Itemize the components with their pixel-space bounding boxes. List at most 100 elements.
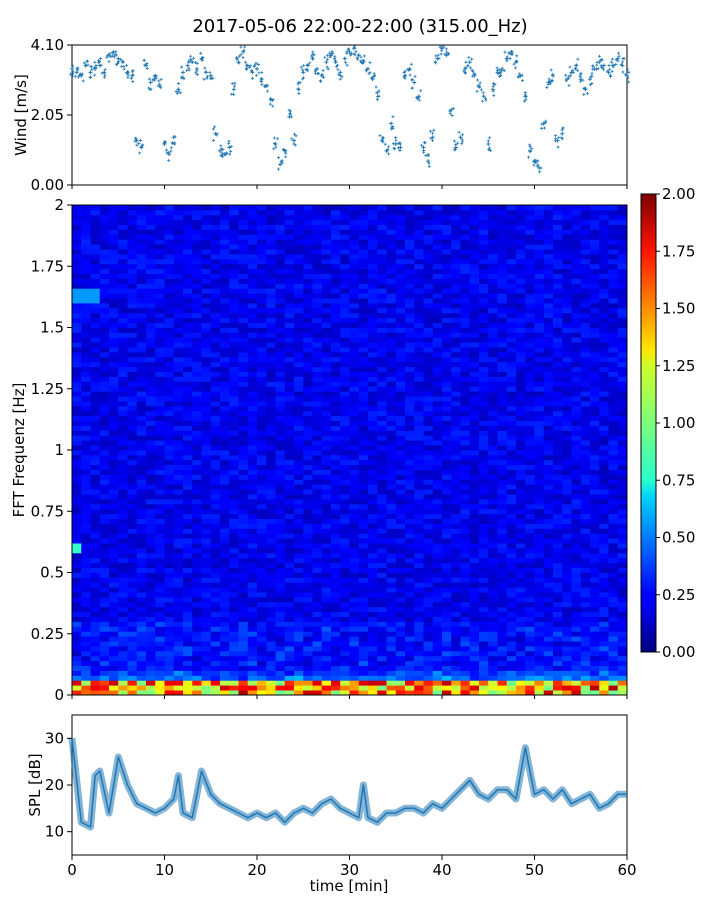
spectrogram-cell (192, 523, 202, 529)
spectrogram-cell (442, 459, 452, 466)
spectrogram-cell (90, 356, 101, 363)
spectrogram-cell (192, 479, 202, 485)
spectrogram-cell (210, 474, 221, 480)
spectrogram-cell (155, 685, 165, 691)
spectrogram-cell (377, 332, 387, 338)
spectrogram-cell (99, 474, 110, 480)
spectrogram-cell (201, 675, 212, 681)
wind-point (422, 149, 426, 153)
spectrogram-cell (405, 572, 415, 578)
spectrogram-cell (423, 621, 434, 627)
spectrogram-cell (247, 621, 258, 627)
spectrogram-cell (340, 415, 350, 421)
spectrogram-cell (136, 298, 147, 304)
spectrogram-cell (109, 288, 119, 294)
spectrogram-cell (164, 459, 175, 466)
spectrogram-cell (118, 445, 128, 451)
spectrogram-cell (395, 219, 406, 225)
spectrogram-cell (340, 464, 350, 470)
spectrogram-cell (99, 205, 110, 211)
spectrogram-cell (210, 361, 221, 368)
spectrogram-cell (451, 670, 461, 676)
spectrogram-cell (405, 459, 415, 466)
spectrogram-cell (423, 582, 434, 588)
spectrogram-cell (72, 298, 82, 304)
spectrogram-cell (238, 601, 249, 608)
spectrogram-cell (81, 258, 91, 265)
spectrogram-cell (266, 680, 276, 686)
spectrogram-cell (414, 415, 424, 421)
spectrogram-cell (229, 675, 239, 681)
spectrogram-cell (331, 582, 341, 588)
spectrogram-cell (284, 219, 295, 225)
spectrogram-cell (284, 425, 295, 431)
spectrogram-cell (90, 371, 101, 377)
spectrogram-cell (229, 572, 239, 578)
spectrogram-cell (294, 582, 304, 588)
spectrogram-cell (395, 528, 406, 534)
spectrogram-cell (331, 254, 341, 260)
wind-point (334, 65, 338, 69)
wind-point (567, 76, 571, 80)
spectrogram-cell (460, 660, 471, 666)
spectrogram-cell (442, 386, 452, 392)
spectrogram-cell (386, 244, 397, 250)
spectrogram-cell (266, 499, 276, 505)
spectrogram-cell (377, 268, 387, 274)
wind-point (492, 94, 496, 98)
spectrogram-cell (210, 450, 221, 456)
spectrogram-cell (266, 381, 276, 387)
spectrogram-cell (405, 690, 415, 696)
spectrogram-cell (257, 489, 267, 495)
spectrogram-cell (81, 405, 91, 412)
wind-point (326, 57, 330, 61)
spectrogram-cell (358, 303, 369, 309)
spectrogram-cell (229, 641, 239, 647)
spectrogram-cell (173, 557, 184, 564)
spectrogram-cell (192, 401, 202, 407)
spectrogram-cell (127, 209, 138, 216)
wind-point (522, 99, 526, 103)
spectrogram-cell (229, 606, 239, 613)
spectrogram-cell (414, 445, 424, 451)
spectrogram-cell (155, 469, 165, 475)
spectrogram-cell (451, 621, 461, 627)
wind-point (467, 60, 472, 65)
spectrogram-cell (321, 283, 332, 289)
spectrogram-cell (294, 572, 304, 578)
spectrogram-cell (266, 489, 276, 495)
spectrogram-cell (442, 548, 452, 554)
spectrogram-cell (321, 601, 332, 608)
spectrogram-cell (460, 474, 471, 480)
spectrogram-cell (386, 454, 397, 461)
spectrogram-cell (460, 445, 471, 451)
spectrogram-cell (146, 450, 156, 456)
spectrogram-cell (312, 332, 323, 338)
spectrogram-cell (136, 479, 147, 485)
spectrogram-cell (340, 273, 350, 279)
spectrogram-cell (109, 685, 119, 691)
spectrogram-cell (275, 435, 286, 441)
wind-point (464, 60, 468, 64)
wind-point (571, 70, 575, 74)
wind-point (347, 49, 352, 54)
spectrogram-cell (118, 425, 128, 431)
spectrogram-cell (220, 474, 230, 480)
spectrogram-cell (192, 435, 202, 441)
wind-point (357, 53, 361, 57)
spectrogram-cell (423, 484, 434, 490)
spectrogram-cell (349, 587, 360, 593)
spectrogram-cell (414, 665, 424, 671)
spectrogram-cell (377, 322, 387, 328)
spectrogram-cell (201, 352, 212, 358)
spectrogram-cell (284, 283, 295, 289)
spectrogram-cell (183, 273, 193, 279)
spectrogram-cell (99, 352, 110, 358)
wind-point (406, 67, 410, 71)
spectrogram-cell (423, 655, 434, 662)
spectrogram-cell (284, 234, 295, 240)
spectrogram-cell (81, 205, 91, 211)
spectrogram-cell (210, 229, 221, 235)
wind-point (348, 53, 352, 57)
spectrogram-cell (386, 665, 397, 671)
